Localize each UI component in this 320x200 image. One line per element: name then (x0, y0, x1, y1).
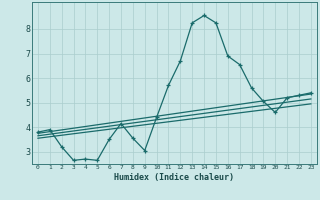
X-axis label: Humidex (Indice chaleur): Humidex (Indice chaleur) (115, 173, 234, 182)
